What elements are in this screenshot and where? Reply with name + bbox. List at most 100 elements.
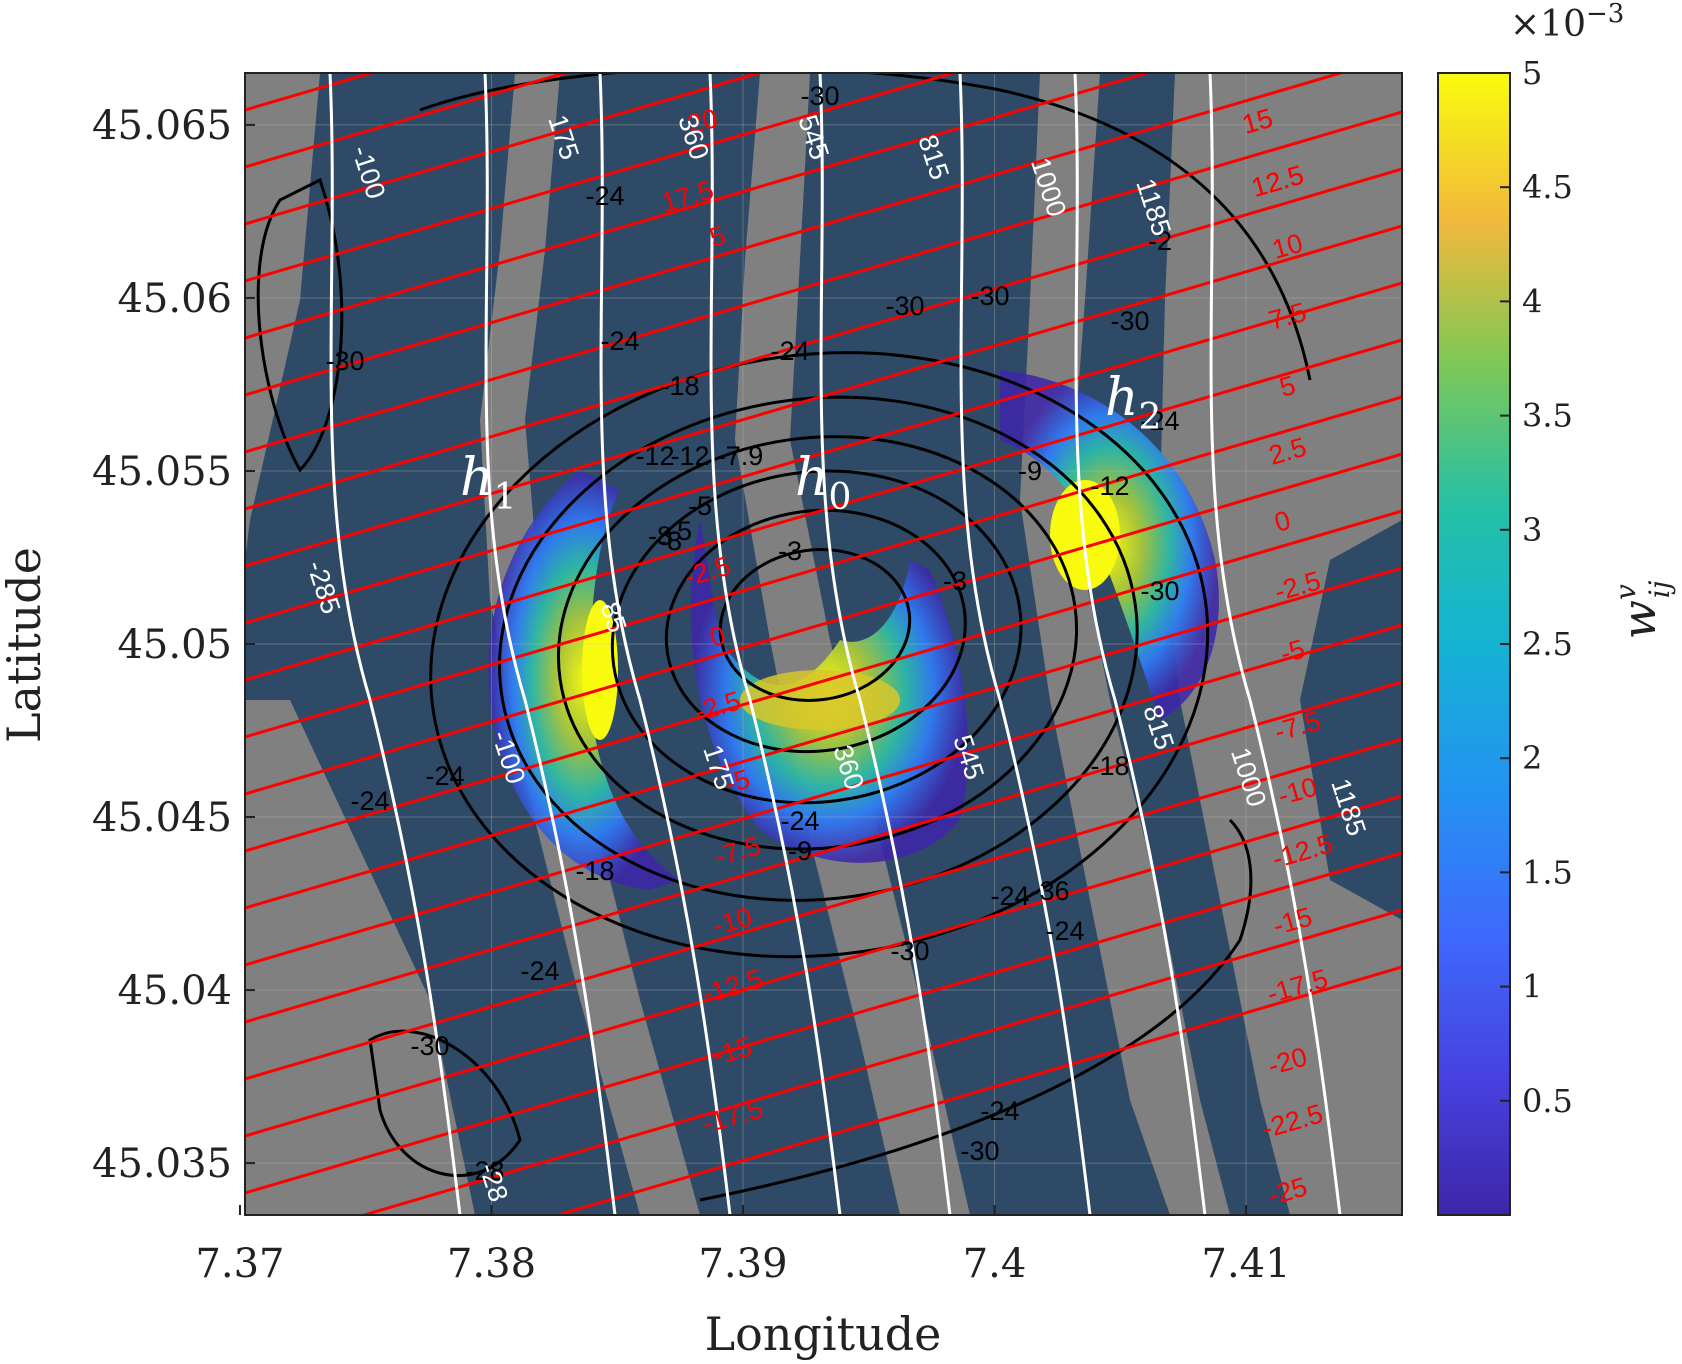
black-contour-label: -7.9 — [717, 441, 764, 471]
black-contour-label: -9 — [788, 836, 812, 866]
colorbar-ticks: 0.5 1 1.5 2 2.5 3 3.5 4 4.5 5 — [1500, 54, 1573, 1120]
region-label-sub: 2 — [1139, 397, 1162, 438]
colorbar-tick-label: 0.5 — [1522, 1082, 1573, 1120]
colorbar-exponent-prefix: ×10 — [1510, 4, 1586, 45]
colorbar: 0.5 1 1.5 2 2.5 3 3.5 4 4.5 5 ×10−3 wvij — [1437, 0, 1676, 1216]
colorbar-label-sub: ij — [1643, 580, 1676, 598]
black-contour-label: -8 — [658, 526, 682, 556]
colorbar-gradient — [1437, 72, 1511, 1216]
black-contour-label: -3 — [778, 536, 802, 566]
colorbar-label-sup: v — [1609, 584, 1642, 600]
colorbar-label: wvij — [1609, 580, 1676, 639]
plot-area: -30-24-30-24-24-18-12 -9-7.9-5-3-3-12-12-… — [245, 0, 1402, 1215]
colorbar-tick-label: 1 — [1522, 968, 1542, 1006]
swath-gap-0 — [245, 73, 320, 560]
black-contour-label: -9 — [1018, 456, 1042, 486]
black-contour-label: -30 — [890, 936, 929, 966]
red-contour-22 — [245, 680, 1402, 1024]
region-label-main: h — [795, 448, 829, 508]
black-contour-label: -24 — [520, 956, 559, 986]
red-contour-14 — [245, 224, 1402, 568]
black-contour-label: -30 — [800, 81, 839, 111]
white-contour-1185 — [1208, 73, 1342, 1215]
contour-labels: -30-24-30-24-24-18-12 -9-7.9-5-3-3-12-12-… — [301, 81, 1372, 1211]
black-contour-label: -24 — [350, 786, 389, 816]
white-contours — [328, 73, 1342, 1215]
white-contour--100 — [483, 73, 617, 1215]
black-contour-label: -30 — [325, 346, 364, 376]
black-contour-0 — [718, 548, 912, 702]
swath-gap-4 — [1020, 73, 1230, 1215]
y-tick-label: 45.065 — [92, 103, 232, 149]
black-contour-label: -24 — [780, 806, 819, 836]
red-contour-12 — [245, 110, 1402, 454]
black-contour-label: -24 — [1140, 406, 1179, 436]
red-contour-7 — [245, 73, 571, 169]
black-contour-label: -5 — [668, 516, 692, 546]
black-contour-label: -24 — [770, 336, 809, 366]
red-contour-24 — [245, 794, 1402, 1138]
black-contour-label: -36 — [1030, 876, 1069, 906]
red-contour-5 — [245, 0, 1402, 53]
black-contour-label: -24 — [980, 1096, 1019, 1126]
grid-lines — [245, 73, 1402, 1215]
colorbar-tick-label: 3 — [1522, 511, 1542, 549]
colorbar-exponent: ×10−3 — [1510, 0, 1624, 45]
y-tick-label: 45.035 — [92, 1141, 232, 1187]
y-axis-ticks: 45.035 45.04 45.045 45.05 45.055 45.06 45.065 — [92, 103, 255, 1187]
white-contour-1000 — [1073, 73, 1207, 1215]
black-contour-label: -30 — [1110, 306, 1149, 336]
region-label-main: h — [1105, 368, 1139, 428]
x-axis-ticks: 7.37 7.38 7.39 7.4 7.41 — [195, 1205, 1291, 1287]
black-contour-sw — [368, 1029, 522, 1177]
colorbar-tick-label: 1.5 — [1522, 853, 1573, 891]
colorbar-label-main: w — [1612, 600, 1666, 639]
red-contour-21 — [245, 623, 1402, 967]
white-contour-360 — [708, 73, 842, 1215]
x-tick-label: 7.39 — [698, 1241, 787, 1287]
black-contour-label: -24 — [600, 326, 639, 356]
colorbar-tick-label: 3.5 — [1522, 397, 1573, 435]
black-contour-label: -12 — [1090, 471, 1129, 501]
swath-gap-3 — [735, 73, 970, 1215]
black-contour-4 — [498, 395, 1139, 902]
black-contour-label: -28 — [465, 1156, 504, 1186]
region-label-sub: 0 — [829, 477, 852, 518]
red-contour-9 — [245, 73, 959, 283]
red-contour-19 — [245, 509, 1402, 853]
x-tick-label: 7.4 — [963, 1241, 1027, 1287]
heat-core-h2 — [1050, 480, 1120, 590]
red-contour-27 — [552, 965, 1402, 1215]
black-contour-label: -24 — [1045, 916, 1084, 946]
x-tick-label: 7.38 — [447, 1241, 536, 1287]
red-contour-20 — [245, 566, 1402, 910]
colorbar-tick-label: 2 — [1522, 739, 1542, 777]
colorbar-tick-label: 4.5 — [1522, 168, 1573, 206]
y-tick-label: 45.05 — [117, 622, 232, 668]
region-label-sub: 1 — [494, 477, 517, 518]
black-contour-n — [419, 73, 1312, 381]
y-tick-label: 45.04 — [117, 968, 232, 1014]
black-contour-label: -12 — [670, 441, 709, 471]
red-contour-17 — [245, 395, 1402, 739]
region-label-h0: h0 — [795, 448, 851, 518]
svg-text:×10−3: ×10−3 — [1510, 0, 1624, 45]
black-contour-label: -3 — [943, 566, 967, 596]
red-contour-8 — [245, 73, 765, 226]
black-contour-label: -2 — [1148, 226, 1172, 256]
colorbar-tick-label: 5 — [1522, 54, 1542, 92]
black-contour-label: -12 — [635, 441, 674, 471]
black-contour-label: -24 — [990, 881, 1029, 911]
x-axis-label: Longitude — [705, 1307, 942, 1361]
region-label-h2: h2 — [1105, 368, 1161, 438]
black-contour-label: -24 — [585, 181, 624, 211]
region-label-h1: h1 — [460, 448, 516, 518]
black-contour-1 — [664, 508, 967, 754]
red-contour-25 — [245, 851, 1402, 1195]
black-contour-label: -18 — [1090, 751, 1129, 781]
x-tick-label: 7.41 — [1202, 1241, 1291, 1287]
red-contour-23 — [245, 737, 1402, 1081]
black-contour-label: -30 — [1140, 576, 1179, 606]
red-contour-16 — [245, 338, 1402, 682]
